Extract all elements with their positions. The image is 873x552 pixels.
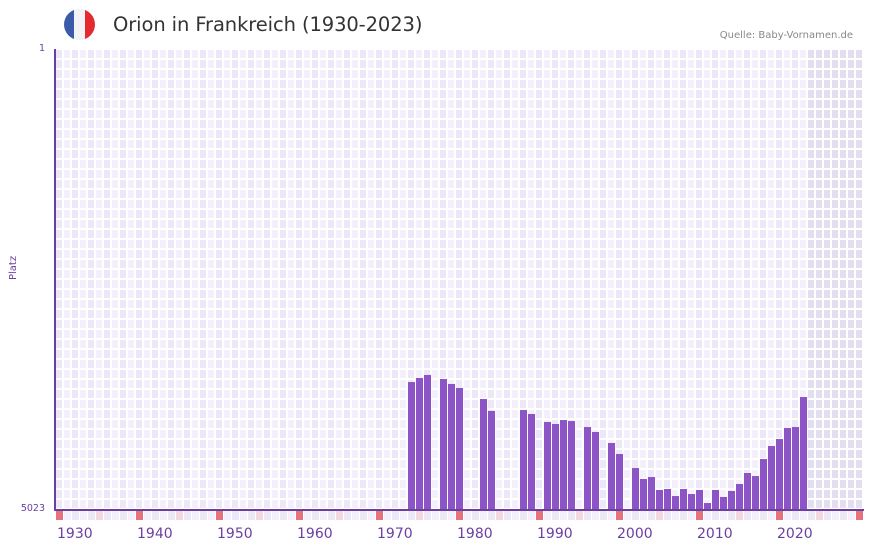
bar-2016 <box>744 473 751 510</box>
x-tick-2000: 2000 <box>617 526 653 542</box>
bar-2007 <box>672 496 679 510</box>
y-axis-label: Platz <box>8 255 19 280</box>
bar-1991 <box>544 421 551 510</box>
flag-stripe-white <box>74 9 85 40</box>
bar-1993 <box>560 420 567 510</box>
bar-1989 <box>528 413 535 510</box>
flag-stripe-red <box>84 9 95 40</box>
bar-2018 <box>760 459 767 510</box>
bar-2011 <box>704 503 711 510</box>
bar-1976 <box>424 374 431 510</box>
flag-stripe-blue <box>64 9 75 40</box>
bar-2019 <box>768 446 775 510</box>
x-tick-2020: 2020 <box>777 526 813 542</box>
y-tick-top: 1 <box>38 43 45 54</box>
source-credit: Quelle: Baby-Vornamen.de <box>719 30 853 41</box>
bar-1983 <box>480 399 487 510</box>
france-flag-icon <box>64 9 95 40</box>
x-tick-1960: 1960 <box>297 526 333 542</box>
bar-1996 <box>584 427 591 510</box>
bar-1994 <box>568 421 575 510</box>
bar-2020 <box>776 439 783 510</box>
y-tick-bottom: 5023 <box>20 503 45 514</box>
x-tick-1940: 1940 <box>137 526 173 542</box>
bar-2017 <box>752 476 759 510</box>
bar-2005 <box>656 489 663 510</box>
bar-1978 <box>440 379 447 510</box>
bar-2013 <box>720 496 727 510</box>
bar-2021 <box>784 428 791 510</box>
x-tick-1970: 1970 <box>377 526 413 542</box>
x-tick-1950: 1950 <box>217 526 253 542</box>
year-markers <box>56 511 863 520</box>
bar-2008 <box>680 488 687 510</box>
bar-2002 <box>632 468 639 510</box>
bar-2000 <box>616 454 623 510</box>
bar-1997 <box>592 431 599 510</box>
chart-title: Orion in Frankreich (1930-2023) <box>113 13 423 36</box>
bar-2022 <box>792 427 799 510</box>
bar-2010 <box>696 489 703 510</box>
bar-1979 <box>448 383 455 510</box>
bar-1975 <box>416 377 423 510</box>
bar-1984 <box>488 410 495 510</box>
bar-2004 <box>648 477 655 510</box>
bar-2006 <box>664 488 671 510</box>
x-tick-1930: 1930 <box>57 526 93 542</box>
bar-2014 <box>728 490 735 510</box>
bar-2003 <box>640 478 647 510</box>
x-tick-1980: 1980 <box>457 526 493 542</box>
bar-2015 <box>736 484 743 510</box>
y-axis-line <box>54 49 56 511</box>
plot-area <box>56 50 862 510</box>
x-axis-line <box>55 509 864 511</box>
x-tick-1990: 1990 <box>537 526 573 542</box>
bar-1980 <box>456 388 463 510</box>
bar-2009 <box>688 494 695 510</box>
bar-2012 <box>712 489 719 510</box>
bar-1999 <box>608 442 615 510</box>
bar-1988 <box>520 410 527 510</box>
bar-2023 <box>800 396 807 510</box>
bar-1992 <box>552 423 559 510</box>
bar-1974 <box>408 382 415 510</box>
x-tick-2010: 2010 <box>697 526 733 542</box>
